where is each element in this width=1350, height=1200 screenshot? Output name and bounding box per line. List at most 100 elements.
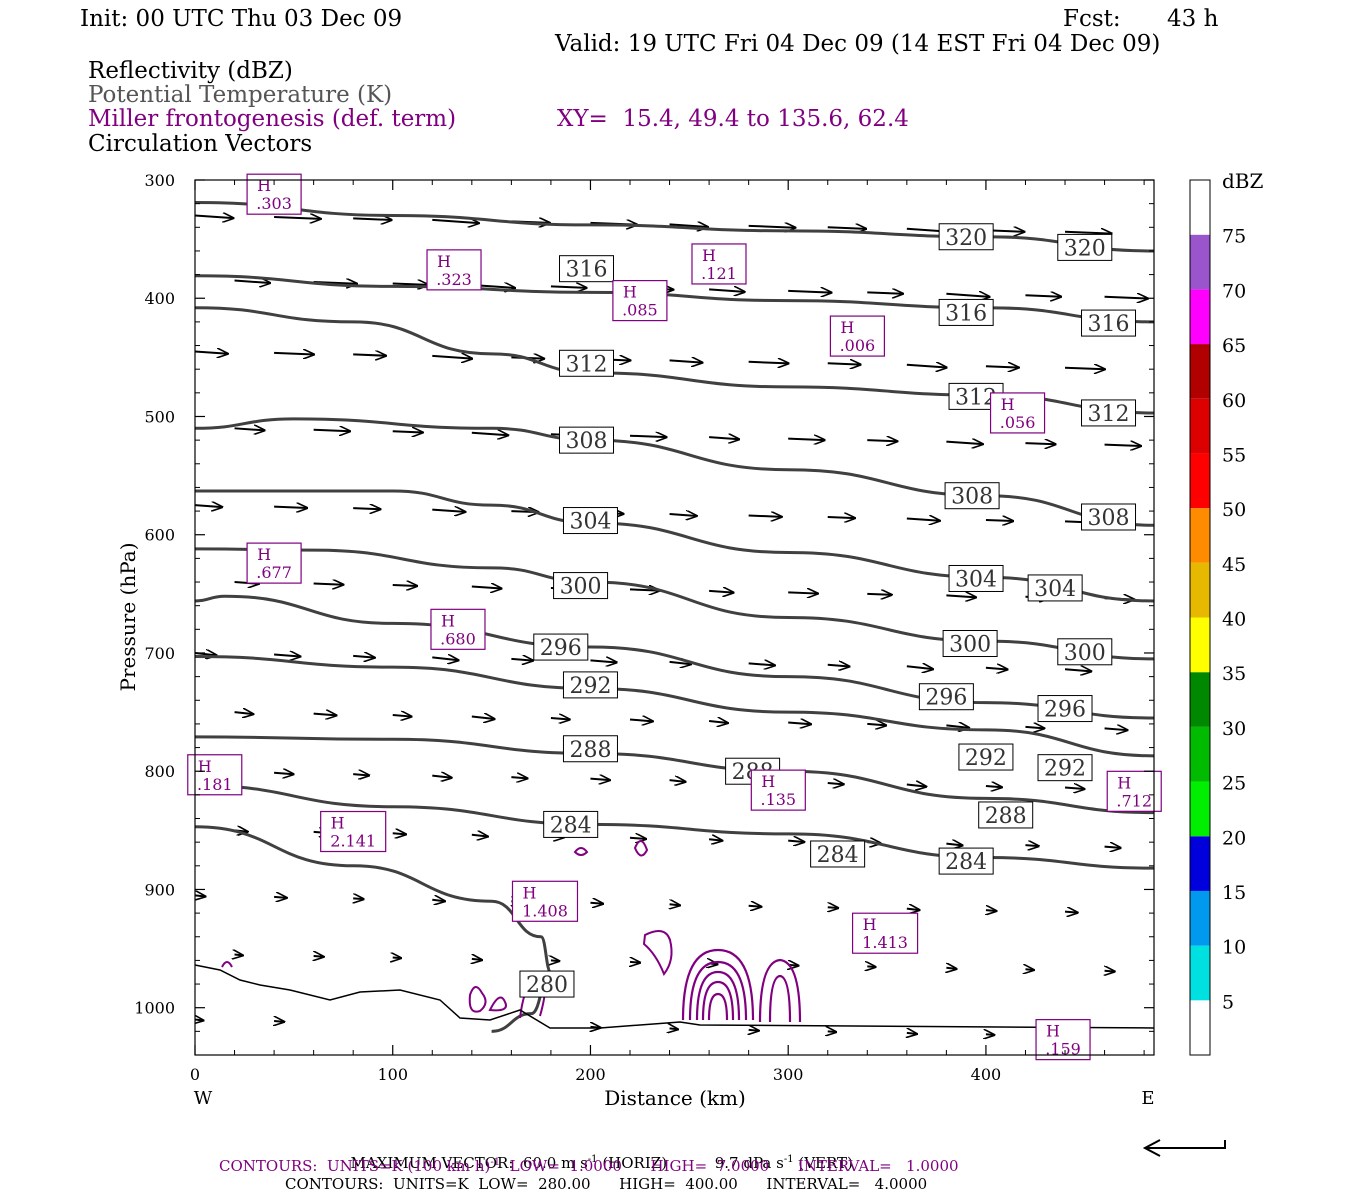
footer-max-vector: MAXIMUM VECTOR: 60.0 m s-1 (HORIZ) 9.7 d… (350, 1154, 853, 1172)
circulation-vector (946, 595, 976, 597)
circulation-vector (946, 725, 969, 728)
theta-label-308: 308 (944, 482, 1000, 510)
colorbar-segment (1190, 1000, 1210, 1055)
svg-text:320: 320 (1064, 236, 1106, 261)
field-vectors: Circulation Vectors (88, 131, 313, 157)
colorbar-level: 10 (1222, 937, 1246, 959)
svg-text:H: H (257, 176, 271, 195)
circulation-vector (748, 516, 782, 517)
reflectivity-colorbar: 5 10 15 20 25 30 35 40 45 50 55 60 65 70 75 (1189, 179, 1246, 1056)
circulation-vector (670, 1028, 678, 1029)
reference-vector (1142, 1139, 1226, 1157)
circulation-vector (1064, 912, 1078, 913)
circulation-vector (788, 592, 818, 593)
circulation-vector (432, 776, 451, 778)
circulation-vector (353, 656, 375, 658)
circulation-vector (669, 360, 703, 362)
colorbar-level: 70 (1222, 280, 1246, 302)
circulation-vector (827, 517, 855, 518)
theta-contour-320 (195, 200, 1154, 253)
svg-text:292: 292 (1044, 757, 1086, 782)
svg-text:H: H (1001, 395, 1015, 414)
x-end-label-west: W (194, 1088, 213, 1109)
frontogenesis-max: H.121 (691, 243, 747, 285)
y-tick-label: 900 (144, 880, 175, 899)
theta-label-284: 284 (543, 810, 599, 838)
colorbar-segment (1190, 234, 1210, 290)
svg-text:292: 292 (569, 674, 611, 699)
colorbar-segment (1190, 890, 1210, 946)
frontogenesis-max: H1.408 (511, 880, 579, 922)
circulation-vector (1104, 728, 1128, 730)
theta-label-296: 296 (533, 633, 589, 661)
circulation-vector (1025, 727, 1044, 729)
circulation-vector (1025, 845, 1038, 846)
colorbar-segment (1190, 508, 1210, 563)
circulation-vector (392, 585, 417, 586)
y-tick-label: 400 (144, 289, 175, 308)
circulation-vector (827, 783, 844, 784)
circulation-vector (195, 215, 233, 218)
svg-text:.303: .303 (256, 194, 292, 213)
circulation-vector (906, 365, 947, 368)
circulation-vector (867, 966, 875, 967)
theta-label-284: 284 (810, 840, 866, 868)
svg-text:300: 300 (949, 633, 991, 658)
y-tick-label: 300 (144, 171, 175, 190)
svg-text:316: 316 (566, 258, 608, 283)
circulation-vector (906, 909, 920, 910)
svg-text:H: H (198, 757, 212, 776)
svg-text:.159: .159 (1045, 1040, 1081, 1059)
svg-text:288: 288 (569, 738, 611, 763)
colorbar-level: 15 (1222, 882, 1246, 904)
circulation-vector (1064, 669, 1091, 671)
frontogenesis-max: H1.413 (851, 912, 919, 954)
circulation-vector (828, 907, 838, 908)
svg-text:H: H (437, 252, 451, 271)
svg-text:2.141: 2.141 (330, 832, 376, 851)
footer-contours-fronto: CONTOURS: UNITS=K (100 km h)-1 LOW= 1.00… (219, 1157, 959, 1175)
circulation-vector (432, 657, 458, 660)
circulation-vector (393, 957, 401, 958)
circulation-vector (708, 721, 728, 723)
circulation-vectors (195, 215, 1148, 1036)
theta-label-296: 296 (1037, 695, 1093, 723)
svg-text:H: H (1046, 1022, 1060, 1041)
circulation-vector (1025, 295, 1061, 296)
colorbar-level: 30 (1222, 718, 1246, 740)
theta-contour-308 (195, 417, 1154, 527)
colorbar-segment (1190, 726, 1210, 782)
svg-text:.006: .006 (840, 336, 876, 355)
theta-contour-292 (195, 655, 1154, 758)
theta-label-296: 296 (918, 683, 974, 711)
colorbar-segment (1190, 836, 1210, 891)
frontogenesis-max: H.680 (430, 608, 486, 650)
circulation-vector (749, 1030, 759, 1031)
frontogenesis-max: H.159 (1035, 1019, 1091, 1061)
circulation-vector (511, 659, 533, 661)
svg-text:H: H (840, 318, 854, 337)
circulation-vector (788, 841, 804, 842)
colorbar-segment (1190, 562, 1210, 618)
svg-text:H: H (441, 611, 455, 630)
colorbar-level: 25 (1222, 773, 1246, 795)
theta-label-320: 320 (1057, 233, 1113, 261)
x-tick-label: 100 (377, 1065, 408, 1084)
svg-text:H: H (623, 283, 637, 302)
frontogenesis-max: H.056 (989, 392, 1046, 434)
circulation-vector (709, 289, 745, 291)
svg-text:296: 296 (1044, 698, 1086, 723)
circulation-vector (985, 366, 1019, 367)
circulation-vector (234, 428, 265, 430)
circulation-vector (313, 430, 351, 431)
svg-text:284: 284 (550, 813, 592, 838)
field-reflectivity: Reflectivity (dBZ) (88, 58, 293, 84)
svg-text:H: H (331, 814, 345, 833)
frontogenesis-max: H.085 (612, 280, 668, 322)
y-tick-label: 800 (144, 762, 175, 781)
circulation-vector (590, 660, 616, 662)
svg-text:296: 296 (925, 686, 967, 711)
circulation-vector (274, 1021, 284, 1022)
colorbar-level: 35 (1222, 663, 1246, 685)
